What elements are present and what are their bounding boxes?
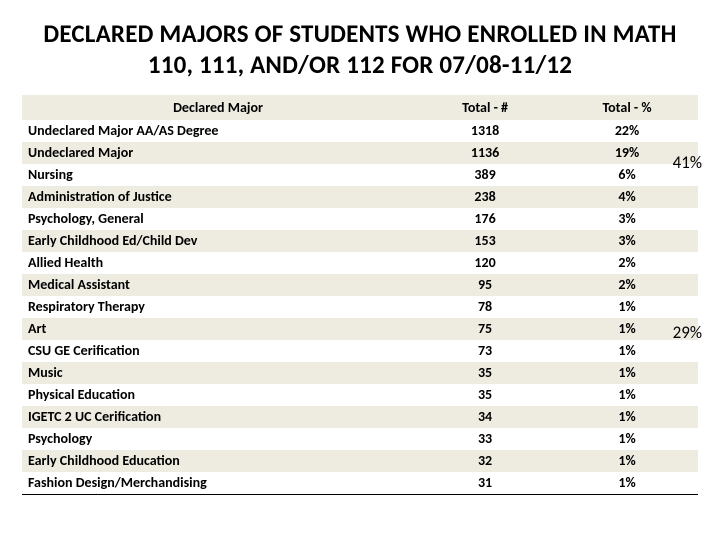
table-row: Art751%: [22, 318, 698, 340]
table-row: Undeclared Major113619%: [22, 142, 698, 164]
cell-total-pct: 1%: [556, 450, 698, 472]
cell-total-num: 31: [414, 472, 556, 495]
cell-total-pct: 4%: [556, 186, 698, 208]
cell-total-pct: 1%: [556, 472, 698, 495]
table-row: Physical Education351%: [22, 384, 698, 406]
table-row: Early Childhood Education321%: [22, 450, 698, 472]
col-header-total-num: Total - #: [414, 95, 556, 120]
cell-major: Allied Health: [22, 252, 414, 274]
cell-total-num: 75: [414, 318, 556, 340]
cell-total-num: 78: [414, 296, 556, 318]
cell-major: CSU GE Cerification: [22, 340, 414, 362]
cell-major: Undeclared Major AA/AS Degree: [22, 120, 414, 142]
callout-top-pct: 41%: [673, 152, 702, 173]
cell-major: Undeclared Major: [22, 142, 414, 164]
cell-total-num: 34: [414, 406, 556, 428]
cell-total-num: 35: [414, 384, 556, 406]
table-row: Early Childhood Ed/Child Dev1533%: [22, 230, 698, 252]
cell-major: Psychology, General: [22, 208, 414, 230]
table-row: Allied Health1202%: [22, 252, 698, 274]
cell-total-pct: 1%: [556, 428, 698, 450]
cell-major: Respiratory Therapy: [22, 296, 414, 318]
cell-total-pct: 3%: [556, 230, 698, 252]
table-row: Respiratory Therapy781%: [22, 296, 698, 318]
cell-total-pct: 1%: [556, 406, 698, 428]
cell-major: Psychology: [22, 428, 414, 450]
callout-bottom-pct: 29%: [673, 322, 702, 343]
cell-total-num: 1136: [414, 142, 556, 164]
cell-total-num: 95: [414, 274, 556, 296]
majors-table: Declared Major Total - # Total - % Undec…: [22, 95, 698, 495]
cell-total-num: 176: [414, 208, 556, 230]
table-row: Undeclared Major AA/AS Degree131822%: [22, 120, 698, 142]
cell-total-pct: 22%: [556, 120, 698, 142]
table-row: Nursing3896%: [22, 164, 698, 186]
cell-major: Art: [22, 318, 414, 340]
table-row: Fashion Design/Merchandising311%: [22, 472, 698, 495]
table-header-row: Declared Major Total - # Total - %: [22, 95, 698, 120]
cell-major: Administration of Justice: [22, 186, 414, 208]
cell-major: Nursing: [22, 164, 414, 186]
table-row: CSU GE Cerification731%: [22, 340, 698, 362]
table-row: Administration of Justice2384%: [22, 186, 698, 208]
cell-total-num: 120: [414, 252, 556, 274]
col-header-major: Declared Major: [22, 95, 414, 120]
table-row: Medical Assistant952%: [22, 274, 698, 296]
cell-major: Early Childhood Ed/Child Dev: [22, 230, 414, 252]
cell-total-pct: 2%: [556, 252, 698, 274]
table-row: Psychology, General1763%: [22, 208, 698, 230]
cell-major: Music: [22, 362, 414, 384]
cell-total-pct: 1%: [556, 296, 698, 318]
slide-title: DECLARED MAJORS OF STUDENTS WHO ENROLLED…: [22, 18, 698, 81]
col-header-total-pct: Total - %: [556, 95, 698, 120]
cell-total-pct: 1%: [556, 362, 698, 384]
cell-total-num: 153: [414, 230, 556, 252]
table-row: IGETC 2 UC Cerification341%: [22, 406, 698, 428]
cell-total-num: 33: [414, 428, 556, 450]
cell-total-pct: 3%: [556, 208, 698, 230]
cell-total-num: 73: [414, 340, 556, 362]
cell-total-pct: 2%: [556, 274, 698, 296]
table-row: Psychology331%: [22, 428, 698, 450]
cell-total-pct: 1%: [556, 384, 698, 406]
cell-total-num: 389: [414, 164, 556, 186]
table-row: Music351%: [22, 362, 698, 384]
cell-total-num: 238: [414, 186, 556, 208]
cell-major: IGETC 2 UC Cerification: [22, 406, 414, 428]
cell-total-num: 32: [414, 450, 556, 472]
cell-total-num: 35: [414, 362, 556, 384]
cell-major: Medical Assistant: [22, 274, 414, 296]
cell-major: Fashion Design/Merchandising: [22, 472, 414, 495]
cell-major: Physical Education: [22, 384, 414, 406]
cell-major: Early Childhood Education: [22, 450, 414, 472]
cell-total-num: 1318: [414, 120, 556, 142]
